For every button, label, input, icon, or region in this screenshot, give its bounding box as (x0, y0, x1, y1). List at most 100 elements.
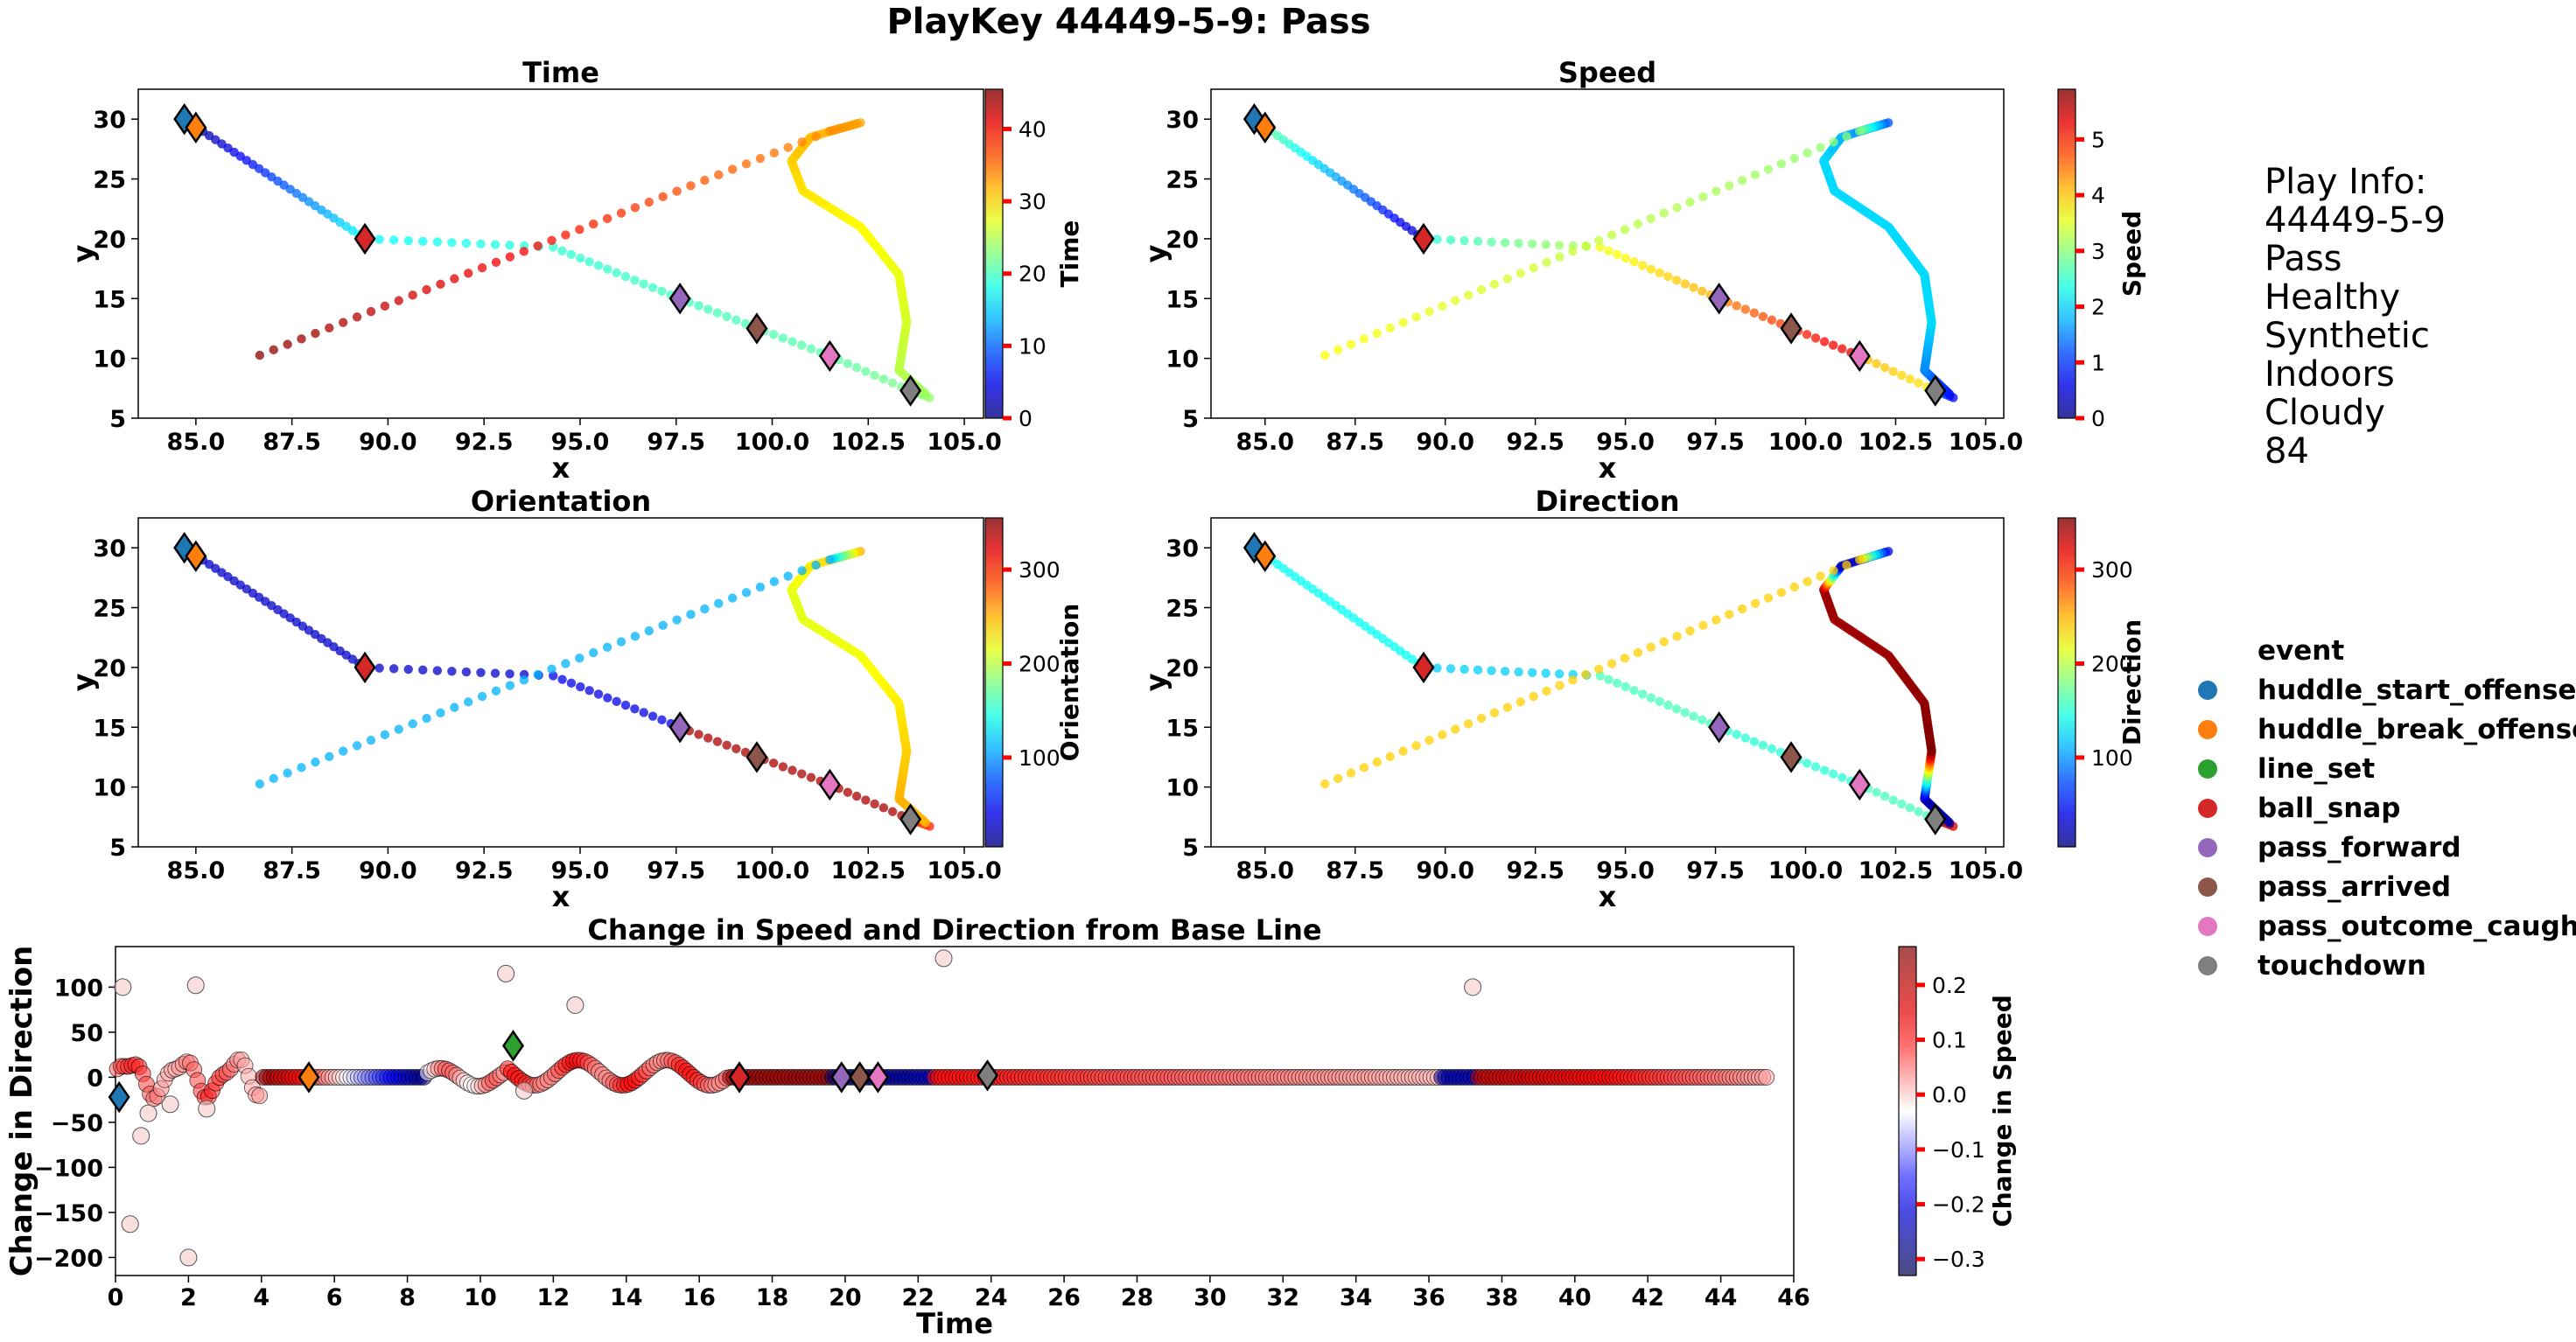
trajectory-point (630, 203, 640, 213)
trajectory-point (1698, 192, 1708, 202)
trajectory-point (1767, 315, 1777, 325)
trajectory-point (255, 779, 265, 789)
trajectory-point (1685, 197, 1695, 207)
trajectory-point (727, 593, 738, 603)
trajectory-point (477, 691, 487, 702)
x-tick-label: 100.0 (1768, 429, 1843, 456)
colorbar-fill (2057, 517, 2076, 848)
trajectory-point (1612, 249, 1622, 260)
trajectory-point (1749, 308, 1760, 318)
colorbar-tick-label: 2 (2091, 295, 2105, 320)
trajectory-point (566, 249, 577, 260)
x-tick-label: 90.0 (1416, 857, 1474, 884)
trajectory-point (283, 339, 292, 349)
trajectory-point (1888, 367, 1898, 376)
trajectory-point (476, 239, 486, 248)
legend-marker-icon (2198, 877, 2217, 897)
y-tick-label: 5 (109, 835, 126, 862)
trajectory-point (1385, 751, 1395, 762)
trajectory-point (464, 269, 473, 278)
colorbar-label: Direction (2118, 619, 2146, 745)
trajectory-point (644, 626, 654, 636)
colorbar-tick-label: 0 (1018, 406, 1032, 431)
x-tick-label: 97.5 (647, 429, 705, 456)
trajectory-point (1359, 763, 1369, 772)
trajectory-point (575, 654, 584, 663)
trajectory-point (490, 668, 500, 678)
trajectory-point (1424, 735, 1434, 745)
x-tick-label: 4 (253, 1284, 270, 1311)
speed-change-point (497, 964, 515, 982)
x-tick-label: 30 (1194, 1284, 1227, 1311)
trajectory-point (1880, 791, 1890, 801)
y-tick-label: 20 (93, 655, 126, 682)
trajectory-point (694, 301, 704, 311)
colorbar-tick-label: 100 (1018, 745, 1060, 771)
trajectory-point (1737, 175, 1747, 185)
trajectory-point (712, 737, 723, 746)
trajectory-point (741, 588, 752, 598)
trajectory-point (722, 311, 732, 321)
x-tick-label: 97.5 (647, 857, 705, 884)
trajectory-point (797, 566, 807, 576)
trajectory-point (1398, 318, 1408, 327)
trajectory-point (741, 159, 752, 169)
x-axis-label: Time (916, 1307, 993, 1340)
trajectory-point (1802, 758, 1812, 768)
colorbar-tick-label: 1 (2091, 350, 2105, 375)
trajectory-point (1463, 290, 1474, 300)
trajectory-point (432, 666, 443, 675)
trajectory-point (297, 763, 306, 772)
trajectory-point (612, 696, 621, 707)
x-tick-label: 87.5 (262, 857, 321, 884)
legend-marker-icon (2198, 681, 2217, 700)
trajectory-point (1489, 708, 1500, 718)
trajectory-point (533, 669, 542, 680)
colorbar-label: Orientation (1055, 604, 1084, 762)
y-tick-label: 5 (1182, 406, 1199, 433)
trajectory-point (1680, 708, 1690, 717)
trajectory-point (1411, 741, 1421, 751)
trajectory-point (704, 733, 713, 743)
trajectory-point (547, 235, 556, 246)
trajectory-point (436, 279, 445, 290)
trajectory-point (1593, 664, 1604, 674)
colorbar-fill (1898, 946, 1917, 1276)
trajectory-point (657, 715, 667, 725)
colorbar-tick-label: 300 (1018, 557, 1060, 583)
trajectory-point (450, 274, 459, 283)
trajectory-point (1646, 264, 1656, 274)
trajectory-point (255, 350, 265, 360)
trajectory-point (878, 803, 889, 813)
y-tick-label: 20 (1166, 227, 1199, 254)
trajectory-points (1250, 542, 1958, 831)
trajectory-point (1732, 730, 1741, 739)
trajectory-point (1593, 235, 1604, 246)
trajectory-points (179, 114, 934, 402)
trajectory-point (403, 235, 413, 246)
y-tick-label: −100 (34, 1155, 103, 1182)
trajectory-point (1638, 689, 1648, 699)
trajectory-point (1685, 626, 1695, 636)
legend-item: ball_snap (2188, 789, 2576, 828)
speed-change-point (1464, 978, 1482, 996)
speed-change-point (186, 976, 205, 995)
trajectory-point (561, 230, 570, 240)
trajectory-point (887, 807, 898, 816)
trajectory-point (1914, 807, 1923, 816)
colorbar-tick-label: 5 (2091, 127, 2105, 152)
trajectory-point (1487, 666, 1496, 675)
trajectory-point (490, 240, 500, 249)
event-marker (1242, 102, 1265, 136)
trajectory-point (630, 632, 640, 641)
trajectory-point (1620, 654, 1630, 663)
event-marker (354, 651, 376, 684)
y-tick-label: 25 (93, 167, 126, 194)
trajectory-point (704, 304, 713, 314)
trajectory-point (1629, 257, 1639, 267)
x-tick-label: 95.0 (551, 429, 610, 456)
speed-change-point (1758, 1068, 1775, 1086)
trajectory-point (1473, 665, 1483, 675)
trajectory-point (1542, 686, 1551, 696)
trajectory-point (491, 686, 501, 696)
